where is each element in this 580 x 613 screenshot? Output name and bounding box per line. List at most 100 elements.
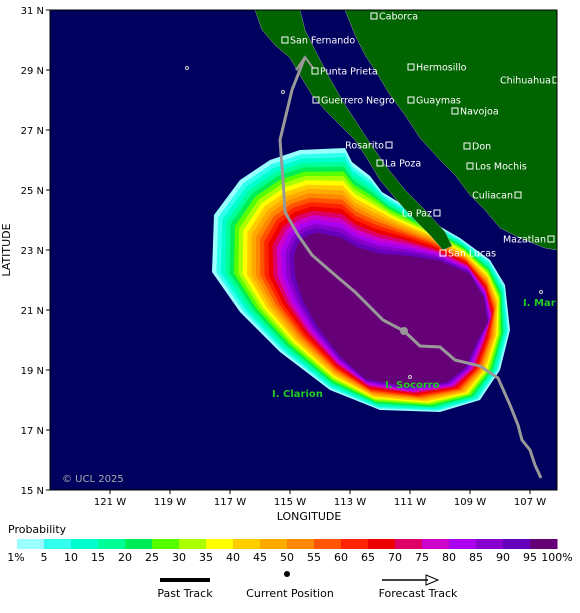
y-axis-label: LATITUDE xyxy=(0,223,13,276)
legend-label: 45 xyxy=(253,551,267,564)
baja-peninsula xyxy=(254,10,453,251)
lat-tick-label: 19 N xyxy=(21,366,44,377)
place-label: Culiacan xyxy=(472,191,513,202)
legend-swatch xyxy=(260,539,288,549)
legend-label: 15 xyxy=(91,551,105,564)
legend-label: 1% xyxy=(7,551,24,564)
legend-swatch xyxy=(233,539,261,549)
place-label: Los Mochis xyxy=(475,162,527,173)
place-label: Mazatlan xyxy=(503,235,546,246)
island xyxy=(408,375,412,379)
place-label: La Poza xyxy=(385,159,421,170)
lon-tick-label: 121 W xyxy=(94,497,126,508)
place-marker xyxy=(312,96,320,104)
legend-label: 10 xyxy=(64,551,78,564)
place-marker xyxy=(385,141,393,149)
lat-tick-label: 15 N xyxy=(21,486,44,497)
lat-tick-label: 17 N xyxy=(21,426,44,437)
place-label: Punta Prieta xyxy=(320,67,378,78)
track-end xyxy=(295,55,314,71)
lon-tick-label: 115 W xyxy=(274,497,306,508)
place-label: San Lucas xyxy=(448,249,496,260)
key-label: Current Position xyxy=(246,587,334,600)
place-label: Guerrero Negro xyxy=(321,96,395,107)
place-marker xyxy=(407,63,415,71)
legend-label: 60 xyxy=(334,551,348,564)
island xyxy=(281,90,285,94)
legend-swatch xyxy=(503,539,531,549)
lat-tick-label: 29 N xyxy=(21,66,44,77)
place-marker xyxy=(281,36,289,44)
legend-swatch xyxy=(314,539,342,549)
place-marker xyxy=(311,67,319,75)
place-label: La Paz xyxy=(402,209,432,220)
legend-label: 70 xyxy=(388,551,402,564)
legend-label: 30 xyxy=(172,551,186,564)
place-marker xyxy=(376,159,384,167)
place-label: Navojoa xyxy=(460,107,499,118)
current-position-symbol xyxy=(284,571,290,577)
place-marker xyxy=(552,76,557,84)
place-label: Guaymas xyxy=(416,96,461,107)
island-label: I. Clarion xyxy=(272,389,323,400)
lon-tick-label: 107 W xyxy=(514,497,546,508)
legend-swatch xyxy=(44,539,72,549)
key-label: Past Track xyxy=(157,587,213,600)
legend-label: 90 xyxy=(496,551,510,564)
place-label: Don xyxy=(472,142,491,153)
lon-tick-label: 111 W xyxy=(394,497,426,508)
legend-swatch xyxy=(530,539,558,549)
x-axis-label: LONGITUDE xyxy=(277,510,342,523)
place-marker xyxy=(433,209,441,217)
place-label: Hermosillo xyxy=(416,63,467,74)
place-marker xyxy=(451,107,459,115)
lat-tick-label: 25 N xyxy=(21,186,44,197)
legend-label: 5 xyxy=(41,551,48,564)
key-label: Forecast Track xyxy=(379,587,458,600)
legend-label: 40 xyxy=(226,551,240,564)
lon-tick-label: 109 W xyxy=(454,497,486,508)
map: Caborca San Fernando Punta Prieta Hermosill… xyxy=(50,10,566,490)
place-marker xyxy=(370,12,378,20)
track xyxy=(278,56,543,479)
current-position xyxy=(400,327,408,335)
mainland xyxy=(344,10,557,251)
place-marker xyxy=(463,142,471,150)
forecast-arrow xyxy=(425,574,440,586)
legend-swatch xyxy=(449,539,477,549)
legend-label: 80 xyxy=(442,551,456,564)
island-label: I. Socorro xyxy=(385,380,440,391)
legend-swatch xyxy=(152,539,180,549)
place-label: San Fernando xyxy=(290,36,355,47)
place-marker xyxy=(466,162,474,170)
legend-title: Probability xyxy=(8,523,67,536)
legend-swatch xyxy=(125,539,153,549)
legend-label: 50 xyxy=(280,551,294,564)
lat-tick-label: 27 N xyxy=(21,126,44,137)
island xyxy=(185,66,189,70)
legend-swatch xyxy=(17,539,45,549)
legend-swatch xyxy=(206,539,234,549)
legend-label: 20 xyxy=(118,551,132,564)
island xyxy=(539,290,543,294)
legend-label: 55 xyxy=(307,551,321,564)
lon-tick-label: 119 W xyxy=(154,497,186,508)
legend-swatch xyxy=(368,539,396,549)
legend-swatch xyxy=(71,539,99,549)
legend-label: 35 xyxy=(199,551,213,564)
place-marker xyxy=(547,235,555,243)
place-marker xyxy=(514,191,522,199)
legend-swatch xyxy=(287,539,315,549)
legend-label: 100% xyxy=(541,551,572,564)
legend-label: 95 xyxy=(523,551,537,564)
legend-swatch xyxy=(98,539,126,549)
place-label: Caborca xyxy=(379,12,418,23)
place-label: Rosarito xyxy=(345,141,384,152)
island-label: I. Maria xyxy=(523,298,566,309)
legend-swatch xyxy=(395,539,423,549)
place-marker xyxy=(407,96,415,104)
legend-swatch xyxy=(422,539,450,549)
lat-tick-label: 31 N xyxy=(21,6,44,17)
lat-tick-label: 23 N xyxy=(21,246,44,257)
